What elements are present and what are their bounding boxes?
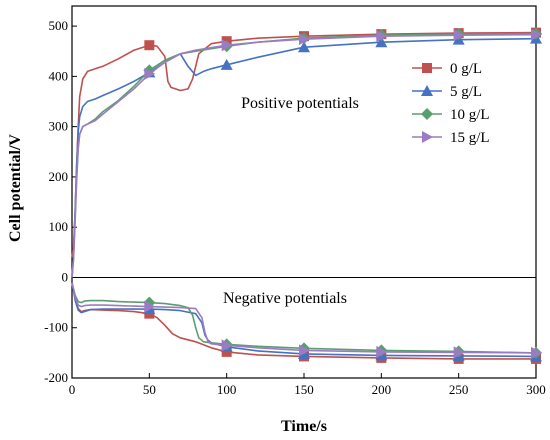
- series-line-positive: [71, 31, 537, 258]
- data-point: [376, 345, 388, 358]
- legend-label: 10 g/L: [450, 107, 490, 123]
- data-point: [375, 36, 388, 48]
- data-point: [144, 300, 156, 313]
- x-tick-label: 0: [69, 382, 76, 397]
- data-point: [376, 30, 388, 43]
- plot-area: 0 50 100 150 200 250 300 -200 -100 0 100 200 300 400 5…: [44, 5, 546, 397]
- x-tick-label: 250: [449, 382, 469, 397]
- series-line-negative: [71, 282, 537, 354]
- legend-marker: [421, 108, 433, 120]
- y-tick-label: 500: [49, 18, 69, 33]
- data-point: [299, 344, 310, 357]
- legend-label: 0 g/L: [450, 61, 482, 77]
- legend-marker: [421, 85, 433, 96]
- series-line-negative: [71, 282, 537, 354]
- legend-marker: [422, 63, 432, 73]
- data-point: [221, 39, 233, 52]
- x-tick-label: 150: [294, 382, 314, 397]
- data-point: [220, 58, 233, 70]
- data-point: [298, 41, 310, 53]
- series-3: [71, 28, 542, 359]
- legend-label: 15 g/L: [450, 130, 490, 146]
- legend-label: 5 g/L: [450, 84, 482, 100]
- y-tick-label: -200: [44, 370, 68, 385]
- legend-marker: [422, 131, 433, 143]
- annotations: Positive potentials Negative potentials: [223, 95, 359, 307]
- x-tick-label: 300: [526, 382, 546, 397]
- series-line-negative: [71, 282, 536, 360]
- legend: 0 g/L 5 g/L 10 g/L 15 g/L: [412, 61, 490, 146]
- y-tick-label: 100: [49, 219, 69, 234]
- data-point: [221, 339, 233, 352]
- series-line-positive: [71, 33, 537, 278]
- annotation-negative: Negative potentials: [223, 290, 347, 307]
- data-point: [531, 28, 542, 41]
- y-tick-label: 300: [49, 119, 69, 134]
- y-tick-label: -100: [44, 320, 68, 335]
- annotation-positive: Positive potentials: [241, 95, 359, 112]
- x-tick-label: 200: [372, 382, 392, 397]
- data-point: [221, 346, 232, 357]
- y-axis-label: Cell potential/V: [7, 134, 24, 242]
- data-point: [453, 29, 465, 42]
- data-point: [299, 33, 310, 46]
- y-tick-label: 400: [49, 68, 69, 83]
- x-tick-label: 100: [217, 382, 237, 397]
- x-axis-label: Time/s: [281, 418, 327, 435]
- data-point: [453, 346, 465, 359]
- series-line-negative: [71, 282, 537, 358]
- data-point: [531, 346, 542, 359]
- y-tick-label: 0: [62, 269, 69, 284]
- data-point: [144, 40, 155, 51]
- y-tick-label: 200: [49, 169, 69, 184]
- x-tick-label: 50: [143, 382, 156, 397]
- data-point: [144, 67, 156, 80]
